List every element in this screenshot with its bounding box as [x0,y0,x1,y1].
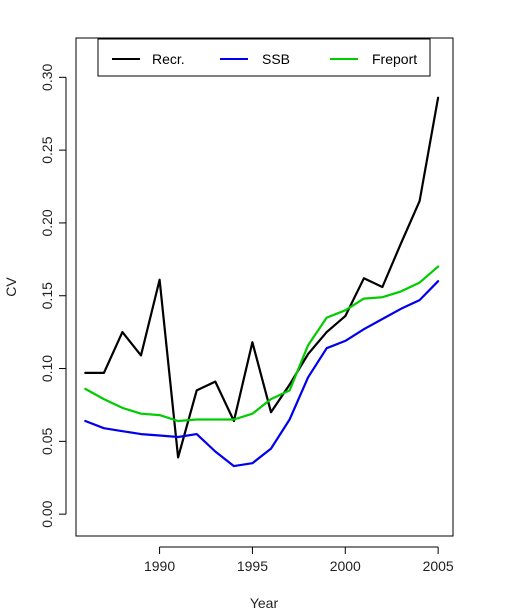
legend-box [97,38,431,77]
legend-label-ssb: SSB [262,51,290,67]
series-line-freport [84,265,440,423]
x-axis: 1990 1995 2000 2005 [144,546,454,574]
series-lines [84,96,440,468]
plot-frame [75,37,454,537]
series-line-recr [84,96,440,459]
x-tick-label: 1990 [144,558,175,574]
legend-label-recr: Recr. [152,51,185,67]
y-tick-label: 0.15 [39,282,55,309]
x-tick-label: 2000 [330,558,361,574]
y-tick-label: 0.25 [39,136,55,163]
y-axis: 0.00 0.05 0.10 0.15 0.20 0.25 0.30 [39,63,67,528]
y-tick-label: 0.00 [39,500,55,527]
y-tick-label: 0.05 [39,428,55,455]
x-tick-label: 1995 [237,558,268,574]
y-tick-label: 0.20 [39,209,55,236]
x-tick-label: 2005 [423,558,454,574]
x-axis-title: Year [250,595,279,611]
legend: Recr. SSB Freport [97,38,431,77]
y-tick-label: 0.30 [39,63,55,90]
legend-label-freport: Freport [372,51,417,67]
y-axis-title: CV [3,277,19,297]
y-tick-label: 0.10 [39,355,55,382]
series-line-ssb [84,280,440,468]
